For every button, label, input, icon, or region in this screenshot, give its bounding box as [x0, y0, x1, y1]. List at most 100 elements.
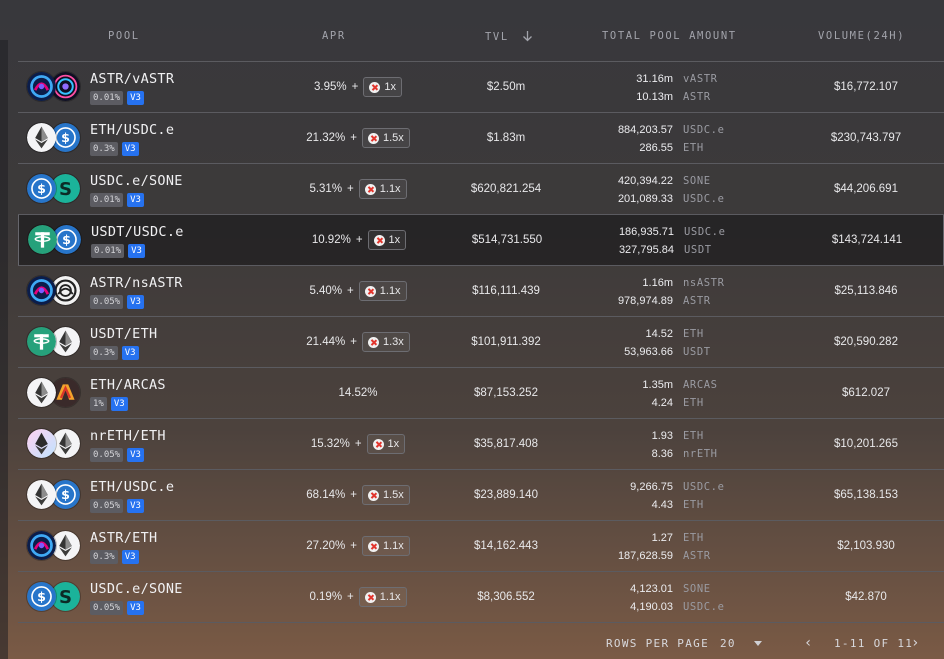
apr-plus: +	[347, 591, 354, 603]
symbol-1: SONE	[683, 583, 711, 595]
chevron-right-icon[interactable]: ›	[911, 635, 921, 651]
table-row[interactable]: $ ETH/USDC.e 0.3% V3 21.32% +1.5x $1.83m …	[18, 113, 944, 164]
amount-1: 31.16m	[636, 73, 673, 85]
header-pool[interactable]: POOL	[108, 30, 140, 42]
volume-value: $230,743.797	[830, 132, 902, 144]
pool-badges: 0.01% V3	[90, 91, 144, 105]
total-pool-amount-cell: 14.52 ETH 53,963.66 USDT	[574, 325, 774, 361]
table-row[interactable]: $ S USDC.e/SONE 0.01% V3 5.31% +1.1x $620…	[18, 164, 944, 215]
boost-multiplier: 1x	[388, 234, 401, 246]
table-header: POOL APR TVL TOTAL POOL AMOUNT VOLUME(24…	[18, 0, 944, 62]
pair-name: ETH/USDC.e	[90, 479, 175, 495]
amount-2: 10.13m	[636, 91, 673, 103]
amount-1: 1.35m	[642, 379, 673, 391]
boost-x-icon	[367, 132, 379, 144]
chevron-left-icon[interactable]: ‹	[804, 635, 814, 651]
total-pool-amount-cell: 9,266.75 USDC.e 4.43 ETH	[574, 478, 774, 514]
apr-plus: +	[350, 336, 357, 348]
tvl-value: $1.83m	[486, 132, 526, 144]
table-row[interactable]: USDT/ETH 0.3% V3 21.44% +1.3x $101,911.39…	[18, 317, 944, 368]
apr-value: 0.19%	[309, 591, 343, 603]
boost-x-icon	[367, 336, 379, 348]
symbol-2: ASTR	[683, 91, 711, 103]
symbol-1: vASTR	[683, 73, 718, 85]
fee-badge: 0.01%	[90, 91, 124, 105]
symbol-1: ETH	[683, 430, 704, 442]
symbol-1: USDC.e	[683, 124, 725, 136]
fee-badge: 1%	[90, 397, 107, 411]
arrow-down-icon	[522, 31, 532, 42]
table-row[interactable]: $ S USDC.e/SONE 0.05% V3 0.19% +1.1x $8,3…	[18, 572, 944, 623]
total-pool-amount-cell: 1.35m ARCAS 4.24 ETH	[574, 376, 774, 412]
apr-plus: +	[351, 81, 359, 93]
apr-cell: 15.32% +1x	[258, 419, 458, 469]
boost-multiplier: 1.5x	[382, 132, 404, 144]
table-row[interactable]: $ USDT/USDC.e 0.01% V3 10.92% +1x $514,73…	[18, 215, 944, 266]
symbol-2: ASTR	[683, 550, 711, 562]
amount-1: 14.52	[645, 328, 673, 340]
boost-badge: 1x	[363, 77, 402, 97]
svg-text:$: $	[61, 130, 70, 145]
pool-badges: 1% V3	[90, 397, 128, 411]
header-tvl[interactable]: TVL	[485, 30, 533, 43]
amount-1: 1.16m	[642, 277, 673, 289]
symbol-2: USDT	[683, 346, 711, 358]
apr-plus: +	[347, 285, 354, 297]
eth-token-icon	[50, 326, 81, 357]
apr-cell: 0.19% +1.1x	[258, 572, 458, 622]
table-row[interactable]: ASTR/vASTR 0.01% V3 3.95% +1x $2.50m 31.1…	[18, 62, 944, 113]
table-row[interactable]: $ ETH/USDC.e 0.05% V3 68.14% +1.5x $23,88…	[18, 470, 944, 521]
svg-text:$: $	[61, 487, 70, 502]
header-apr[interactable]: APR	[322, 30, 346, 42]
pair-name: ASTR/nsASTR	[90, 275, 183, 291]
eth-token-icon	[50, 530, 81, 561]
pool-badges: 0.05% V3	[90, 295, 144, 309]
tvl-value: $101,911.392	[471, 336, 541, 348]
pair-icons	[26, 275, 86, 308]
svg-text:$: $	[37, 181, 46, 196]
total-pool-amount-cell: 884,203.57 USDC.e 286.55 ETH	[574, 121, 774, 157]
pair-icons: $ S	[26, 173, 86, 206]
amount-2: 8.36	[651, 448, 673, 460]
table-row[interactable]: nrETH/ETH 0.05% V3 15.32% +1x $35,817.408…	[18, 419, 944, 470]
boost-multiplier: 1.1x	[382, 540, 404, 552]
table-row[interactable]: ASTR/nsASTR 0.05% V3 5.40% +1.1x $116,111…	[18, 266, 944, 317]
symbol-1: nsASTR	[683, 277, 725, 289]
amount-2: 4.24	[651, 397, 673, 409]
eth-token-icon	[26, 377, 57, 408]
table-row[interactable]: ETH/ARCAS 1% V3 14.52% $87,153.252 1.35m…	[18, 368, 944, 419]
boost-badge: 1x	[366, 434, 406, 454]
amount-1: 9,266.75	[630, 481, 673, 493]
chevron-down-icon[interactable]	[754, 641, 762, 646]
fee-badge: 0.01%	[91, 244, 125, 258]
symbol-2: ETH	[683, 499, 704, 511]
pool-badges: 0.01% V3	[91, 244, 145, 258]
header-volume[interactable]: VOLUME(24H)	[818, 30, 906, 42]
boost-multiplier: 1.1x	[379, 285, 401, 297]
boost-badge: 1.3x	[361, 332, 410, 352]
apr-value: 21.44%	[306, 336, 346, 348]
header-total-pool-amount[interactable]: TOTAL POOL AMOUNT	[602, 30, 737, 42]
svg-text:S: S	[59, 587, 72, 608]
symbol-2: ASTR	[683, 295, 711, 307]
pair-icons: $	[27, 224, 87, 257]
tvl-value: $14,162.443	[474, 540, 538, 552]
fee-badge: 0.05%	[90, 295, 124, 309]
rows-per-page-select[interactable]: 20	[720, 637, 736, 650]
pagination: ROWS PER PAGE 20 ‹ 1-11 OF 11 ›	[8, 632, 944, 656]
fee-badge: 0.01%	[90, 193, 124, 207]
apr-cell: 27.20% +1.1x	[258, 521, 458, 571]
amount-1: 1.27	[651, 532, 673, 544]
boost-badge: 1.1x	[358, 179, 407, 199]
apr-value: 5.40%	[309, 285, 343, 297]
pair-icons	[26, 326, 86, 359]
symbol-1: ETH	[683, 532, 704, 544]
amount-2: 978,974.89	[617, 295, 673, 307]
eth-token-icon	[26, 479, 57, 510]
pool-badges: 0.05% V3	[90, 601, 144, 615]
pool-badges: 0.01% V3	[90, 193, 144, 207]
pool-badges: 0.3% V3	[90, 550, 139, 564]
tvl-value: $116,111.439	[472, 285, 540, 297]
table-row[interactable]: ASTR/ETH 0.3% V3 27.20% +1.1x $14,162.443…	[18, 521, 944, 572]
symbol-2: ETH	[683, 397, 704, 409]
